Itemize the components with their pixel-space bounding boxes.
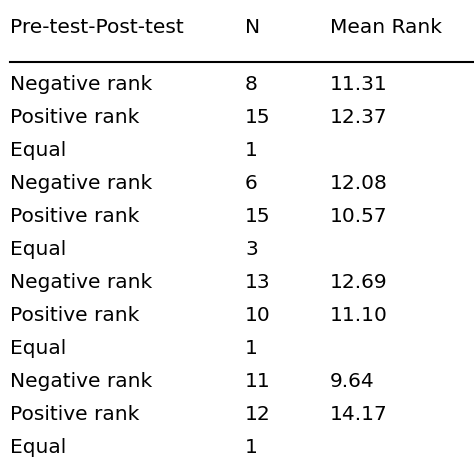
Text: 3: 3 — [245, 240, 258, 259]
Text: Equal: Equal — [10, 240, 66, 259]
Text: 9.64: 9.64 — [330, 372, 375, 391]
Text: Negative rank: Negative rank — [10, 174, 152, 193]
Text: 12: 12 — [245, 405, 271, 424]
Text: Mean Rank: Mean Rank — [330, 18, 442, 37]
Text: 15: 15 — [245, 207, 271, 226]
Text: 11: 11 — [245, 372, 271, 391]
Text: 8: 8 — [245, 75, 258, 94]
Text: Positive rank: Positive rank — [10, 207, 139, 226]
Text: Pre-test-Post-test: Pre-test-Post-test — [10, 18, 184, 37]
Text: 1: 1 — [245, 438, 258, 457]
Text: Equal: Equal — [10, 141, 66, 160]
Text: Positive rank: Positive rank — [10, 306, 139, 325]
Text: 13: 13 — [245, 273, 271, 292]
Text: Equal: Equal — [10, 438, 66, 457]
Text: 12.37: 12.37 — [330, 108, 388, 127]
Text: 12.08: 12.08 — [330, 174, 388, 193]
Text: Positive rank: Positive rank — [10, 108, 139, 127]
Text: Equal: Equal — [10, 339, 66, 358]
Text: 10.57: 10.57 — [330, 207, 388, 226]
Text: 12.69: 12.69 — [330, 273, 388, 292]
Text: Negative rank: Negative rank — [10, 273, 152, 292]
Text: 11.31: 11.31 — [330, 75, 388, 94]
Text: N: N — [245, 18, 260, 37]
Text: 6: 6 — [245, 174, 258, 193]
Text: 1: 1 — [245, 339, 258, 358]
Text: 1: 1 — [245, 141, 258, 160]
Text: 10: 10 — [245, 306, 271, 325]
Text: 11.10: 11.10 — [330, 306, 388, 325]
Text: Positive rank: Positive rank — [10, 405, 139, 424]
Text: 14.17: 14.17 — [330, 405, 388, 424]
Text: 15: 15 — [245, 108, 271, 127]
Text: Negative rank: Negative rank — [10, 75, 152, 94]
Text: Negative rank: Negative rank — [10, 372, 152, 391]
